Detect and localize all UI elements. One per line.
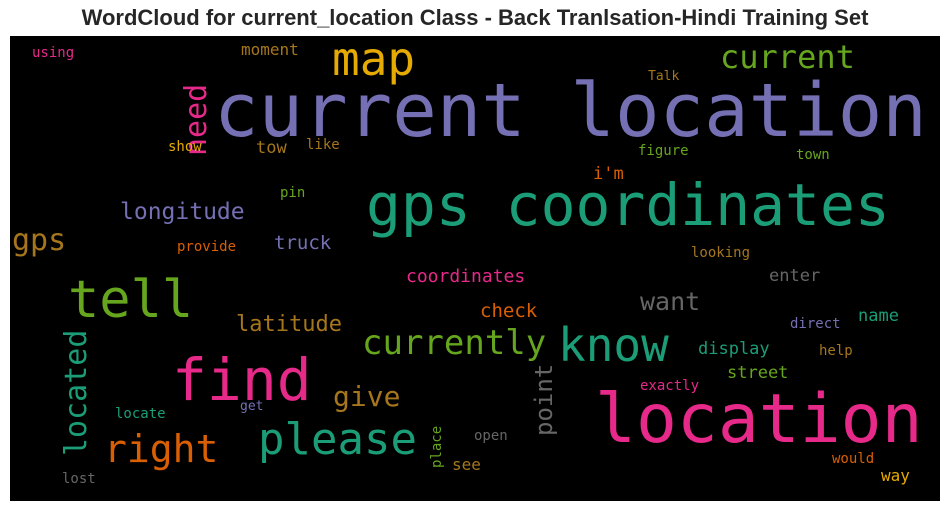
word-know: know xyxy=(558,318,669,372)
word-truck: truck xyxy=(274,232,332,254)
word-moment: moment xyxy=(241,40,299,59)
word-talk: Talk xyxy=(648,69,680,84)
word-gps-coordinates: gps coordinates xyxy=(366,171,890,239)
word-location: location xyxy=(595,380,923,459)
word-name: name xyxy=(858,306,899,326)
word-find: find xyxy=(172,346,312,414)
word-display: display xyxy=(698,339,770,359)
word-way: way xyxy=(881,466,910,485)
word-street: street xyxy=(727,363,789,383)
word-lost: lost xyxy=(62,471,96,487)
word-im: i'm xyxy=(593,164,624,184)
word-longitude: longitude xyxy=(120,199,245,225)
word-latitude: latitude xyxy=(236,312,342,337)
word-please: please xyxy=(258,414,417,465)
word-see: see xyxy=(452,455,481,474)
word-coordinates: coordinates xyxy=(406,266,526,287)
wordcloud-canvas: current location gps coordinates locatio… xyxy=(10,36,940,501)
word-locate: locate xyxy=(115,406,166,422)
word-place: place xyxy=(429,426,445,469)
word-figure: figure xyxy=(638,143,689,159)
word-tell: tell xyxy=(68,270,194,330)
word-looking: looking xyxy=(691,245,751,261)
word-using: using xyxy=(32,45,75,61)
word-current: current xyxy=(720,38,855,76)
word-point: point xyxy=(530,364,558,437)
word-give: give xyxy=(333,380,401,413)
word-located: located xyxy=(59,330,94,457)
word-exactly: exactly xyxy=(640,378,700,394)
word-map: map xyxy=(332,36,416,86)
word-provide: provide xyxy=(177,239,237,255)
word-current-location: current location xyxy=(214,68,927,154)
word-check: check xyxy=(480,300,538,322)
word-like: like xyxy=(306,137,340,153)
word-show: show xyxy=(168,139,202,155)
word-right: right xyxy=(104,427,219,471)
chart-title: WordCloud for current_location Class - B… xyxy=(81,5,869,30)
word-get: get xyxy=(240,399,264,414)
word-town: town xyxy=(796,147,830,163)
word-want: want xyxy=(640,287,701,316)
word-tow: tow xyxy=(256,138,287,158)
word-would: would xyxy=(832,451,875,467)
word-enter: enter xyxy=(769,266,821,286)
word-gps: gps xyxy=(12,223,67,258)
word-help: help xyxy=(819,343,853,359)
word-pin: pin xyxy=(280,185,306,201)
word-currently: currently xyxy=(362,323,547,363)
word-open: open xyxy=(474,428,508,444)
word-direct: direct xyxy=(790,316,841,332)
